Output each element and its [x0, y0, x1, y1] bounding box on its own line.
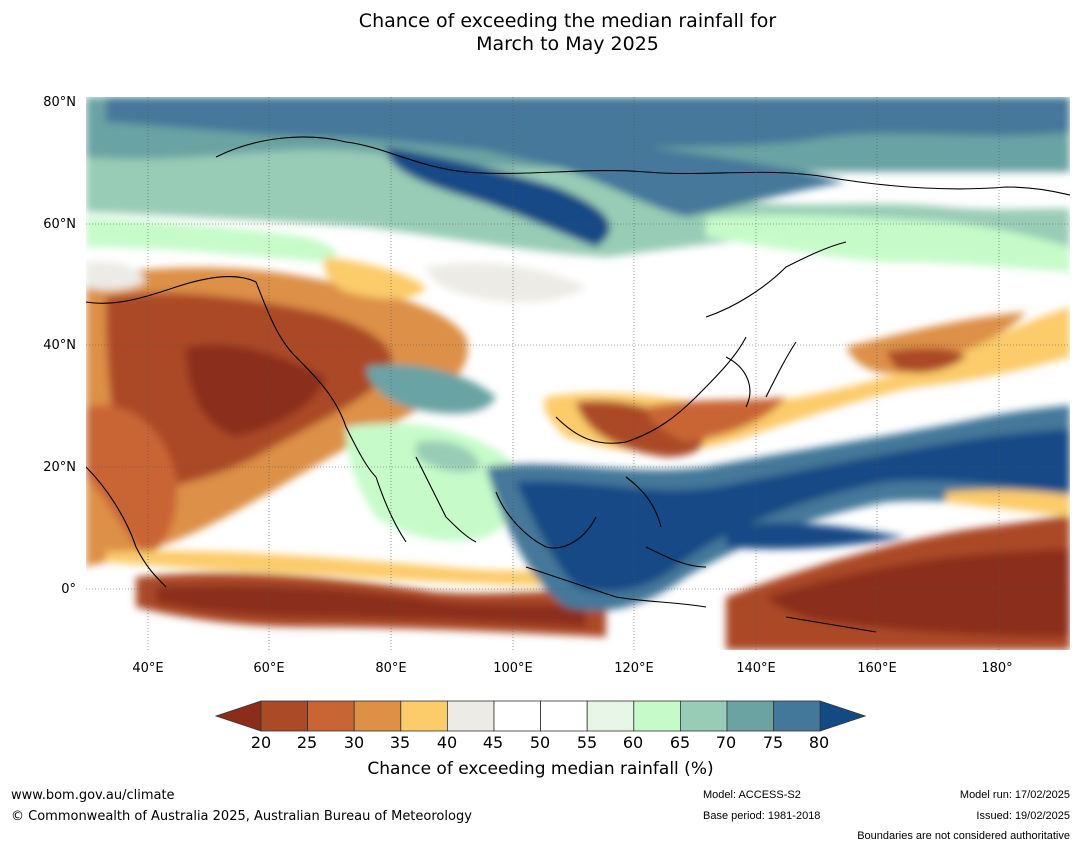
colorbar-cell	[353, 700, 402, 732]
colorbar-tick-50: 50	[529, 733, 551, 752]
footer-model-run: Model run: 17/02/2025	[959, 789, 1070, 801]
colorbar-tick-45: 45	[482, 733, 504, 752]
colorbar-tick-55: 55	[576, 733, 598, 752]
colorbar-cell	[307, 700, 355, 732]
colorbar-cell	[540, 700, 588, 732]
map-title: Chance of exceeding the median rainfall …	[0, 10, 1081, 56]
colorbar-cell	[679, 700, 728, 732]
colorbar-cell	[446, 700, 495, 732]
lat-label-20n: 20°N	[43, 460, 76, 475]
lat-label-40n: 40°N	[43, 338, 76, 353]
lon-label-140e: 140°E	[736, 661, 776, 676]
colorbar-cell	[586, 700, 635, 732]
rainfall-map	[86, 97, 1070, 650]
colorbar-extend-high	[819, 700, 867, 732]
colorbar-tick-25: 25	[296, 733, 318, 752]
colorbar-cell	[400, 700, 448, 732]
colorbar-cell	[773, 700, 821, 732]
colorbar-cell	[726, 700, 774, 732]
lon-label-180: 180°	[981, 661, 1013, 676]
colorbar-tick-30: 30	[343, 733, 365, 752]
lon-label-80e: 80°E	[375, 661, 407, 676]
footer-boundaries-note: Boundaries are not considered authoritat…	[857, 830, 1070, 842]
colorbar-label: Chance of exceeding median rainfall (%)	[367, 759, 714, 779]
footer-base-period: Base period: 1981-2018	[703, 810, 821, 822]
rainfall-map-svg	[86, 97, 1070, 650]
colorbar-tick-65: 65	[669, 733, 691, 752]
title-line-2: March to May 2025	[476, 33, 659, 55]
lat-label-80n: 80°N	[43, 95, 76, 110]
colorbar-tick-60: 60	[622, 733, 644, 752]
lon-label-60e: 60°E	[253, 661, 285, 676]
colorbar-tick-80: 80	[808, 733, 830, 752]
colorbar-cell	[633, 700, 681, 732]
colorbar-cell	[260, 700, 308, 732]
colorbar-tick-70: 70	[715, 733, 737, 752]
lat-label-0: 0°	[61, 582, 76, 597]
footer-url: www.bom.gov.au/climate	[11, 788, 175, 803]
colorbar	[214, 700, 867, 732]
colorbar-extend-low	[214, 700, 262, 732]
lon-label-120e: 120°E	[614, 661, 654, 676]
footer-copyright: © Commonwealth of Australia 2025, Austra…	[11, 809, 472, 824]
lon-label-100e: 100°E	[493, 661, 533, 676]
title-line-1: Chance of exceeding the median rainfall …	[358, 10, 777, 32]
colorbar-tick-40: 40	[436, 733, 458, 752]
colorbar-tick-35: 35	[389, 733, 411, 752]
colorbar-cell	[493, 700, 541, 732]
footer-issued: Issued: 19/02/2025	[976, 810, 1070, 822]
lat-label-60n: 60°N	[43, 217, 76, 232]
lon-label-40e: 40°E	[132, 661, 164, 676]
lon-label-160e: 160°E	[857, 661, 897, 676]
colorbar-tick-75: 75	[762, 733, 784, 752]
colorbar-tick-20: 20	[250, 733, 272, 752]
footer-model: Model: ACCESS-S2	[703, 789, 801, 801]
